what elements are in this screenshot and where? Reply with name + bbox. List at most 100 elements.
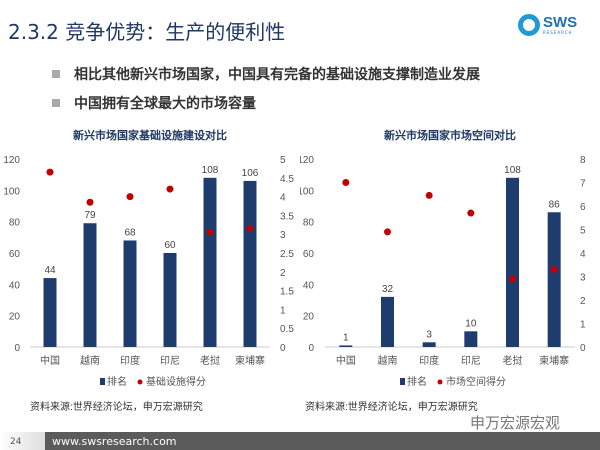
bar-value-label: 44 [44, 265, 56, 276]
score-dot [126, 193, 134, 201]
y-tick-label: 40 [9, 280, 21, 291]
bar-value-label: 108 [504, 165, 521, 176]
score-dot [246, 225, 254, 233]
bar-value-label: 10 [465, 318, 477, 329]
y2-tick-label: 4 [580, 249, 586, 260]
y-tick-label: 0 [14, 343, 20, 354]
legend-dot-marker [137, 379, 143, 385]
y-tick-label: 120 [300, 155, 314, 166]
bullet-text: 中国拥有全球最大的市场容量 [74, 96, 256, 112]
y2-tick-label: 4 [280, 193, 286, 204]
legend-label: 排名 [107, 375, 127, 388]
y2-tick-label: 6 [580, 202, 586, 213]
score-dot [166, 185, 174, 193]
bar-排名 [83, 223, 97, 347]
legend-dot-marker [437, 379, 443, 385]
y-tick-label: 60 [9, 249, 21, 260]
category-label: 中国 [336, 354, 356, 367]
sws-logo: SWS RESEARCH [518, 14, 577, 36]
category-label: 越南 [378, 354, 398, 367]
category-label: 越南 [80, 354, 100, 367]
y-tick-label: 0 [308, 343, 314, 354]
bar-value-label: 60 [164, 240, 176, 251]
chart-title: 新兴市场国家基础设施建设对比 [73, 128, 227, 142]
y2-tick-label: 7 [580, 179, 586, 190]
y-tick-label: 20 [303, 312, 315, 323]
category-label: 老挝 [503, 354, 523, 367]
logo-sub: RESEARCH [543, 29, 573, 35]
y2-tick-label: 0 [280, 343, 286, 354]
bar-排名 [422, 342, 436, 347]
chart-title: 新兴市场国家市场空间对比 [384, 128, 516, 142]
y2-tick-label: 3 [580, 273, 586, 284]
legend-label: 基础设施得分 [146, 375, 206, 388]
score-dot [550, 265, 558, 273]
category-label: 印度 [419, 354, 439, 367]
category-label: 印尼 [461, 355, 481, 367]
y2-tick-label: 0.5 [280, 324, 294, 335]
y2-tick-label: 1 [280, 305, 286, 316]
y2-tick-label: 1.5 [280, 287, 294, 298]
bar-排名 [163, 253, 177, 347]
bar-排名 [123, 240, 137, 347]
source-note: 资料来源:世界经济论坛，申万宏源研究 [30, 400, 203, 413]
legend-label: 市场空间得分 [446, 375, 506, 388]
bar-排名 [547, 212, 561, 347]
y-tick-label: 100 [300, 186, 314, 197]
bar-排名 [506, 177, 519, 347]
bullet-square-icon [52, 99, 60, 107]
bar-排名 [381, 296, 394, 347]
bar-排名 [243, 180, 257, 347]
page-number: 24 [0, 432, 45, 450]
y2-tick-label: 2 [280, 268, 286, 279]
y2-tick-label: 3 [280, 230, 286, 241]
bullet-item: 相比其他新兴市场国家，中国具有完备的基础设施支撑制造业发展 [52, 64, 480, 84]
infrastructure-chart: 新兴市场国家基础设施建设对比 0 20 40 60 80 100 120 0 0.5 1 1.5 2 2.… [3, 128, 294, 413]
category-label: 印度 [120, 354, 140, 367]
category-label: 柬埔寨 [539, 354, 569, 367]
legend-bar-marker [400, 378, 405, 385]
y2-tick-label: 2 [580, 296, 586, 307]
y2-tick-label: 4.5 [280, 174, 294, 185]
bullet-text: 相比其他新兴市场国家，中国具有完备的基础设施支撑制造业发展 [74, 67, 480, 83]
logo-text: SWS [543, 13, 578, 31]
category-label: 老挝 [200, 354, 220, 367]
score-dot [467, 209, 475, 217]
market-space-chart: 新兴市场国家市场空间对比 0 20 40 60 80 100 120 0 1 2 3 4 5 6 7 8 1 中国 3… [300, 128, 586, 413]
category-label: 中国 [40, 354, 60, 367]
y-tick-label: 80 [9, 218, 21, 229]
score-dot [46, 168, 54, 176]
y-tick-label: 60 [303, 249, 315, 260]
bullet-square-icon [52, 70, 60, 78]
bullet-item: 中国拥有全球最大的市场容量 [52, 93, 256, 113]
bar-排名 [203, 177, 217, 347]
bar-排名 [339, 345, 353, 347]
bar-排名 [464, 331, 478, 347]
y-tick-label: 100 [3, 186, 20, 197]
bar-value-label: 1 [343, 332, 349, 343]
score-dot [509, 275, 516, 283]
legend-bar-marker [100, 378, 105, 385]
category-label: 柬埔寨 [235, 354, 265, 367]
bar-value-label: 3 [426, 329, 432, 340]
y-tick-label: 40 [303, 280, 315, 291]
y2-tick-label: 3.5 [280, 211, 294, 222]
score-dot [86, 198, 94, 206]
legend-label: 排名 [407, 375, 427, 388]
footer-bar: 24 www.swsresearch.com [0, 432, 600, 450]
bar-value-label: 32 [382, 284, 394, 295]
bar-排名 [43, 278, 57, 347]
page-title: 2.3.2 竞争优势：生产的便利性 [8, 20, 286, 44]
score-dot [425, 191, 433, 199]
logo-ring-icon [518, 14, 540, 36]
y2-tick-label: 2.5 [280, 249, 294, 260]
bar-value-label: 79 [84, 210, 96, 221]
y-tick-label: 120 [3, 155, 20, 166]
y-tick-label: 20 [9, 312, 21, 323]
y2-tick-label: 5 [580, 226, 586, 237]
y2-tick-label: 0 [580, 343, 586, 354]
y2-tick-label: 8 [580, 155, 586, 166]
source-note: 资料来源:世界经济论坛，申万宏源研究 [305, 400, 478, 413]
bar-value-label: 108 [202, 165, 219, 176]
footer-url: www.swsresearch.com [52, 435, 177, 448]
